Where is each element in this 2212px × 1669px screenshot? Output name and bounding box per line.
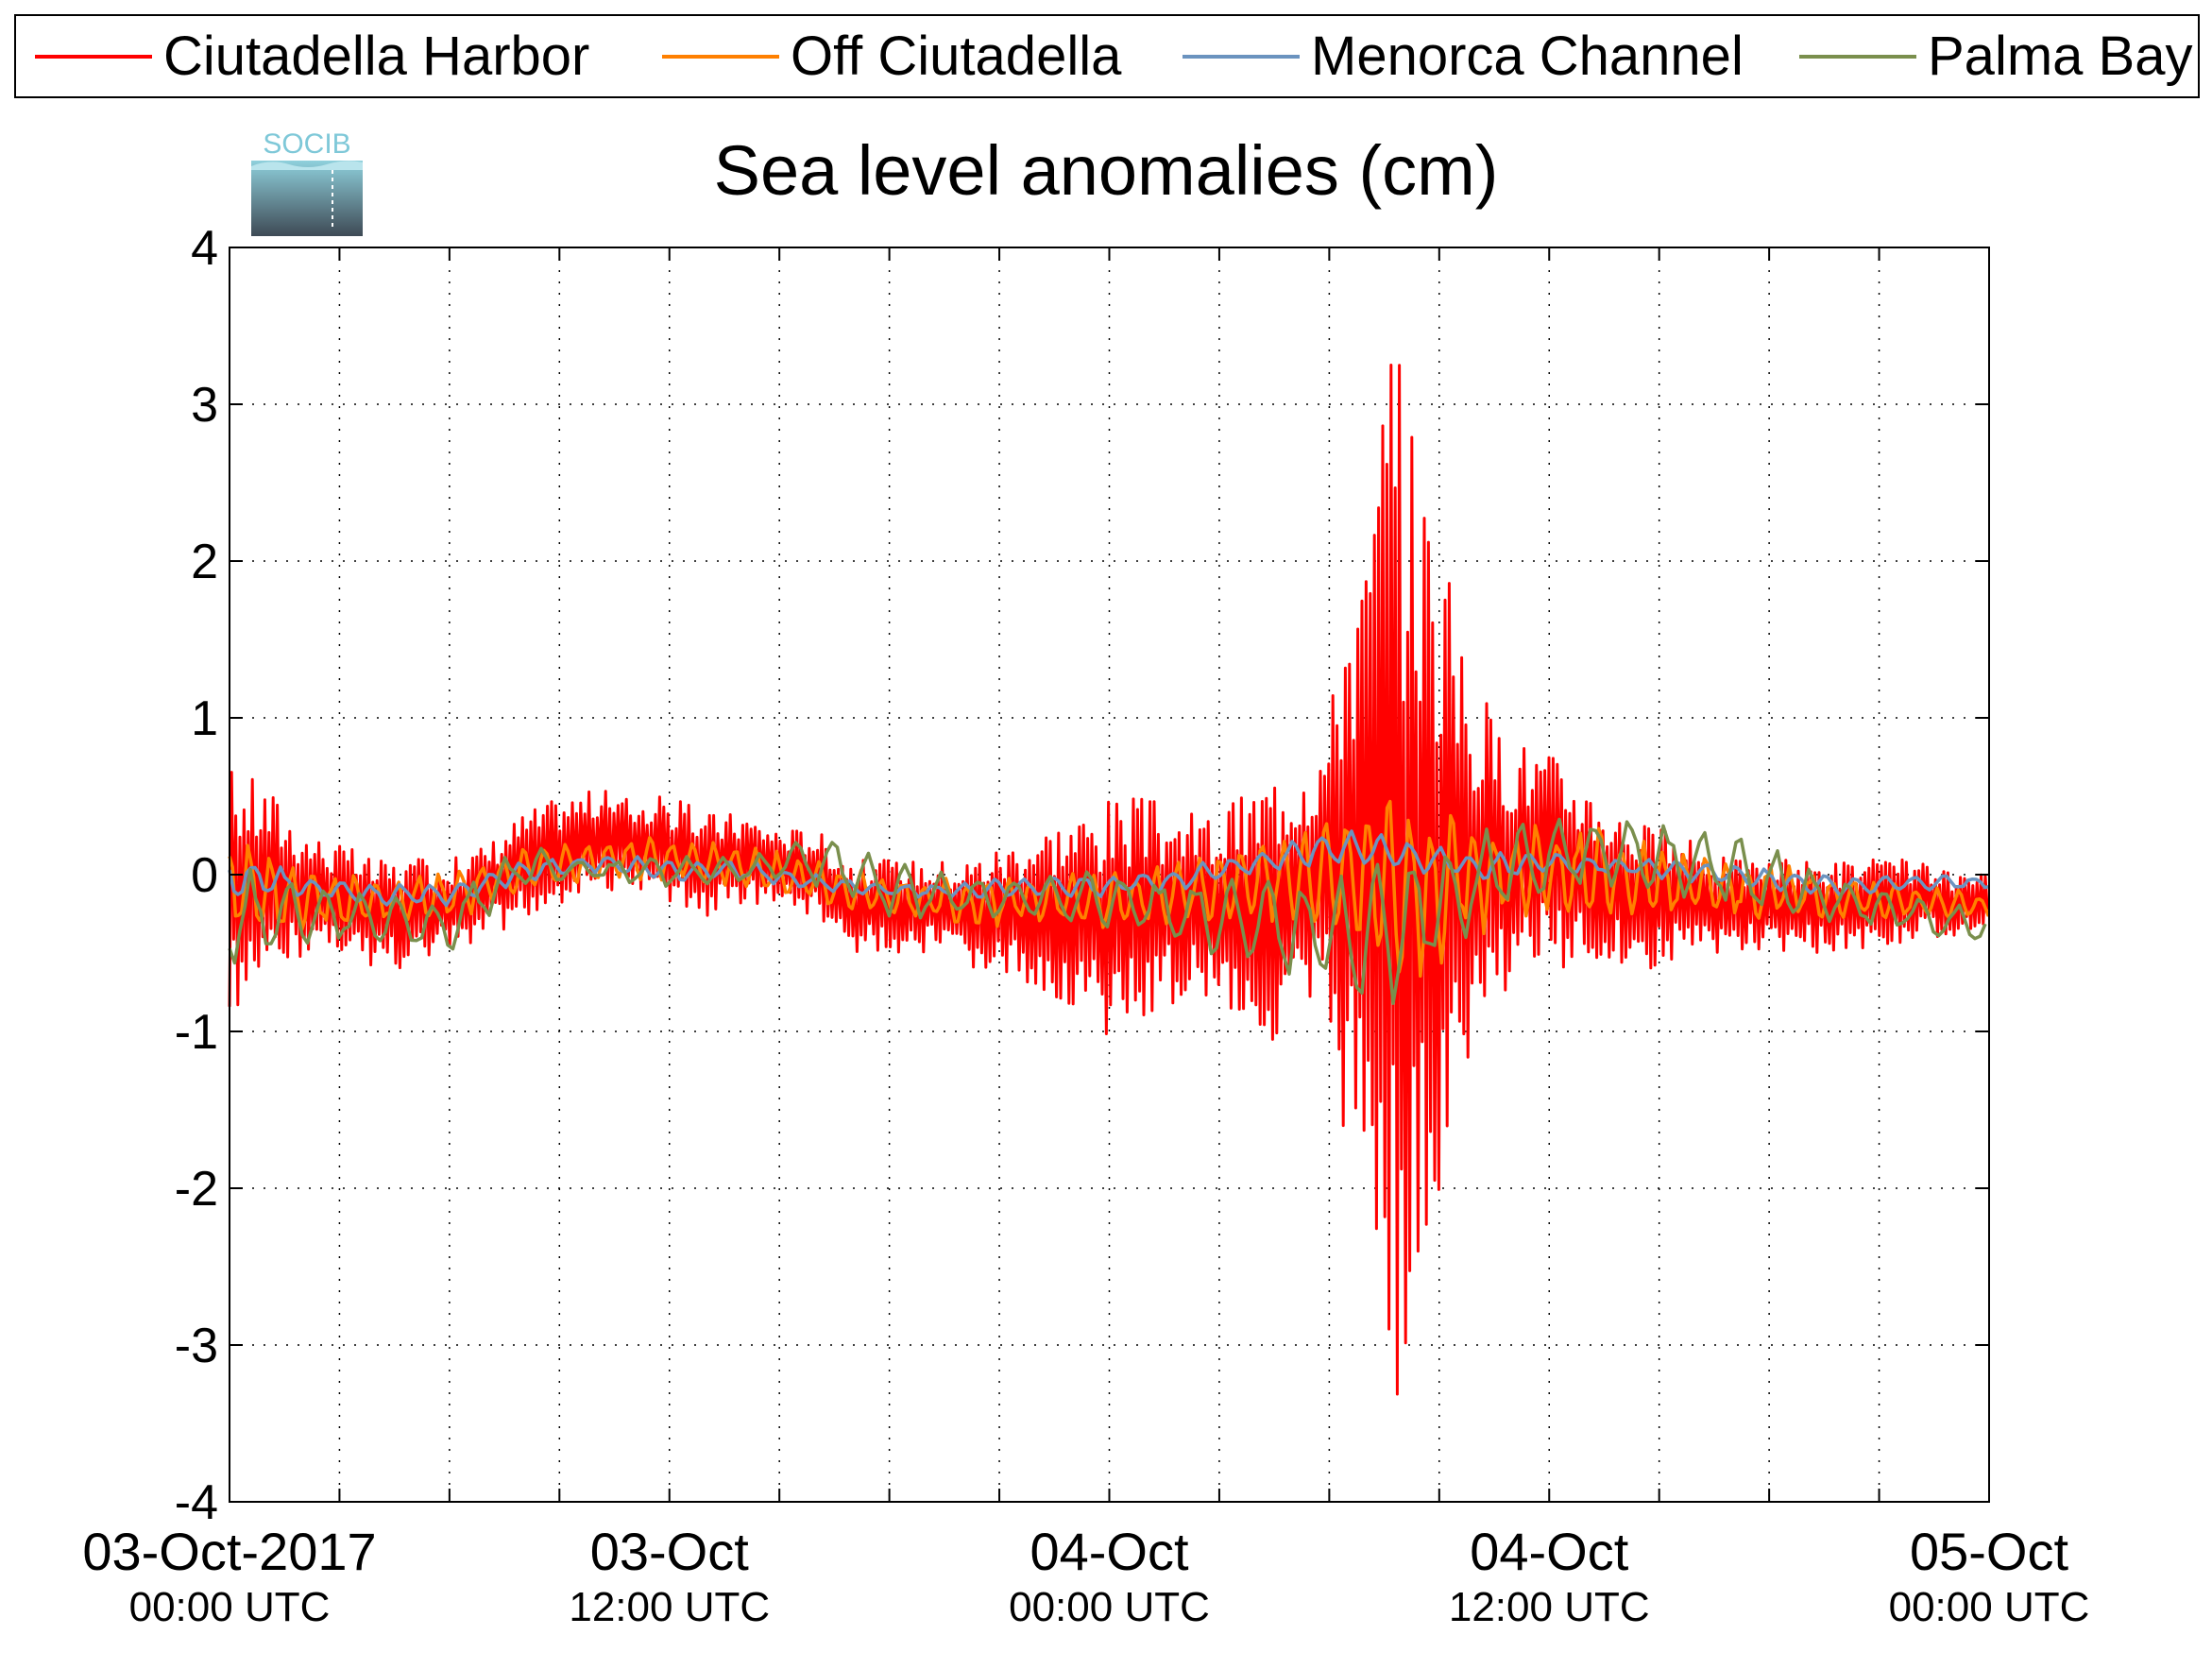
legend-swatch-off-ciutadella [662,54,779,59]
x-tick-label-date: 03-Oct-2017 [82,1522,376,1581]
legend-item-menorca-channel: Menorca Channel [1183,16,1744,96]
legend-swatch-ciutadella-harbor [35,54,152,59]
y-tick-label: 2 [191,535,218,589]
x-tick-label-date: 04-Oct [1029,1522,1188,1581]
x-tick-label-date: 05-Oct [1910,1522,2068,1581]
legend-label-menorca-channel: Menorca Channel [1311,26,1744,87]
y-tick-label: -2 [175,1162,218,1217]
socib-logo: SOCIB [251,128,363,236]
logo-wave-icon [251,161,363,170]
series-line-off-ciutadella [228,799,1991,979]
legend-swatch-palma-bay [1799,54,1916,59]
legend-label-off-ciutadella: Off Ciutadella [791,26,1122,87]
y-tick-label: -3 [175,1319,218,1373]
x-tick-label-time: 12:00 UTC [569,1584,770,1630]
y-tick-label: 0 [191,848,218,903]
logo-wave-block [251,161,363,236]
x-tick-label-date: 04-Oct [1470,1522,1628,1581]
y-tick-label: 4 [191,221,218,276]
logo-text: SOCIB [263,128,350,160]
y-tick-label: 3 [191,378,218,433]
chart-legend: Ciutadella Harbor Off Ciutadella Menorca… [14,14,2200,98]
legend-label-palma-bay: Palma Bay [1928,26,2193,87]
y-tick-label: -4 [175,1475,218,1530]
y-tick-label: 1 [191,691,218,746]
y-tick-label: -1 [175,1005,218,1060]
legend-item-ciutadella-harbor: Ciutadella Harbor [35,16,589,96]
series-lines [228,364,1991,1396]
legend-label-ciutadella-harbor: Ciutadella Harbor [163,26,590,87]
x-tick-label-time: 00:00 UTC [1009,1584,1210,1630]
tick-marks [230,247,1989,1503]
x-tick-label-time: 00:00 UTC [1889,1584,2090,1630]
y-tick-labels: -4 -3 -2 -1 0 1 2 3 4 [175,221,218,1530]
series-line-menorca-channel [228,829,1990,908]
series-line-palma-bay [228,817,1987,1005]
legend-item-off-ciutadella: Off Ciutadella [662,16,1121,96]
x-tick-label-time: 12:00 UTC [1449,1584,1650,1630]
chart-title: Sea level anomalies (cm) [713,131,1499,210]
x-tick-label-time: 00:00 UTC [129,1584,331,1630]
x-tick-label-date: 03-Oct [590,1522,749,1581]
legend-item-palma-bay: Palma Bay [1799,16,2192,96]
legend-swatch-menorca-channel [1183,54,1300,59]
